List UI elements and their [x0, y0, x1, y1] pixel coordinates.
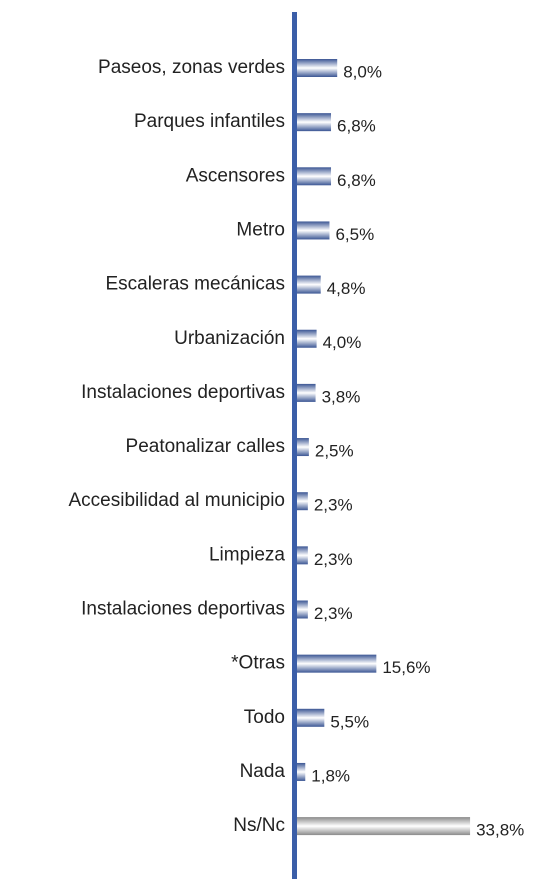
value-label: 2,3%: [314, 604, 353, 623]
category-label: Parques infantiles: [134, 111, 285, 132]
axis-line: [292, 12, 297, 879]
value-label: 15,6%: [382, 658, 430, 677]
bar: [296, 438, 309, 457]
category-label: Todo: [244, 707, 285, 728]
value-label: 1,8%: [311, 766, 350, 785]
bar: [296, 762, 306, 781]
bar: [296, 600, 308, 619]
value-label: 6,5%: [335, 225, 374, 244]
category-label: Peatonalizar calles: [126, 436, 285, 457]
bar: [296, 167, 332, 186]
value-label: 33,8%: [476, 821, 524, 840]
bar: [296, 708, 325, 727]
value-label: 2,3%: [314, 550, 353, 569]
category-label: Ascensores: [186, 165, 285, 186]
category-label: Accesibilidad al municipio: [69, 490, 286, 511]
value-label: 5,5%: [330, 712, 369, 731]
bar: [296, 59, 338, 77]
value-label: 2,3%: [314, 496, 353, 515]
bar: [296, 275, 321, 294]
category-label: Nada: [240, 761, 286, 782]
category-label: Limpieza: [209, 544, 285, 565]
value-label: 8,0%: [343, 62, 382, 81]
bar: [296, 546, 308, 565]
value-label: 3,8%: [322, 387, 361, 406]
category-label: Instalaciones deportivas: [81, 599, 285, 620]
category-label: *Otras: [231, 653, 285, 674]
value-label: 4,8%: [327, 279, 366, 298]
value-label: 6,8%: [337, 117, 376, 136]
bar: [296, 492, 308, 511]
bar: [296, 654, 377, 673]
category-label: Instalaciones deportivas: [81, 382, 285, 403]
category-label: Ns/Nc: [233, 815, 285, 836]
category-label: Paseos, zonas verdes: [98, 57, 285, 78]
value-label: 6,8%: [337, 171, 376, 190]
value-label: 2,5%: [315, 442, 354, 461]
category-label: Metro: [236, 219, 285, 240]
category-label: Escaleras mecánicas: [105, 274, 285, 295]
bar: [296, 383, 316, 402]
bar: [296, 221, 330, 240]
bar: [296, 329, 317, 348]
value-label: 4,0%: [323, 333, 362, 352]
bar: [296, 817, 471, 836]
category-label: Urbanización: [174, 328, 285, 349]
bar: [296, 113, 332, 132]
